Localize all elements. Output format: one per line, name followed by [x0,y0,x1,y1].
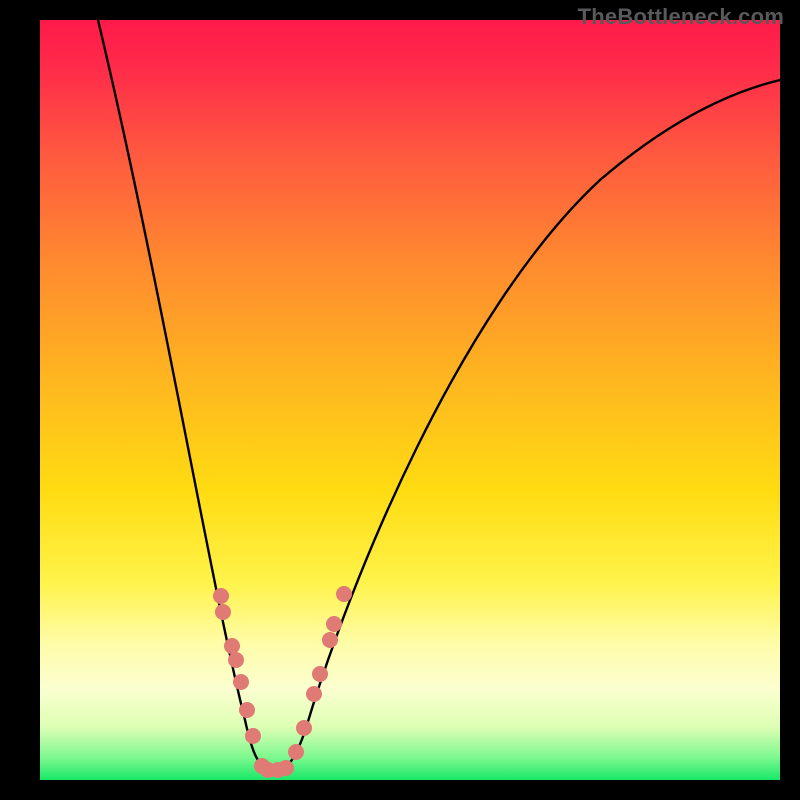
curve-marker [233,674,249,690]
curve-marker [213,588,229,604]
curve-marker [228,652,244,668]
watermark-text: TheBottleneck.com [578,4,784,30]
curve-marker [312,666,328,682]
curve-marker [278,760,294,776]
curve-marker [336,586,352,602]
curve-marker [245,728,261,744]
curve-marker [306,686,322,702]
curve-marker [215,604,231,620]
chart-frame: TheBottleneck.com [0,0,800,800]
gradient-background [40,20,780,780]
curve-marker [288,744,304,760]
curve-marker [322,632,338,648]
plot-svg [40,20,780,780]
curve-marker [239,702,255,718]
curve-marker [296,720,312,736]
curve-marker [224,638,240,654]
curve-marker [326,616,342,632]
plot-area [40,20,780,780]
